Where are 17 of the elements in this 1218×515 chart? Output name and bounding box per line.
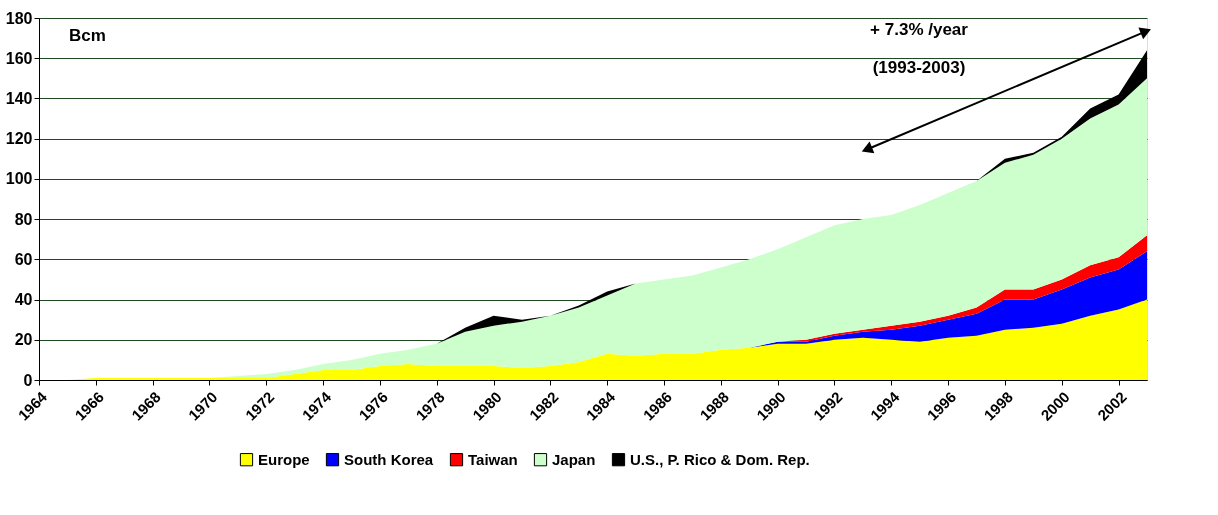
y-tick-label: 180 [5,9,33,27]
y-tick-label: 80 [14,210,33,228]
y-tick-label: 140 [5,89,33,107]
y-tick-label: 0 [23,371,33,389]
annotation: + 7.3% /year (1993-2003) [870,20,969,77]
y-tick-label: 100 [5,170,33,188]
y-tick-label: 160 [5,49,33,67]
y-axis-title: Bcm [69,26,106,45]
legend-label: Taiwan [468,450,518,468]
legend-label: U.S., P. Rico & Dom. Rep. [630,450,810,468]
y-tick-label: 60 [14,250,33,268]
legend-label: South Korea [344,450,434,468]
y-tick-label: 40 [14,291,33,309]
y-tick-label: 20 [14,331,33,349]
legend-label: Europe [258,450,310,468]
legend-label: Japan [552,450,596,468]
y-tick-label: 120 [5,130,33,148]
